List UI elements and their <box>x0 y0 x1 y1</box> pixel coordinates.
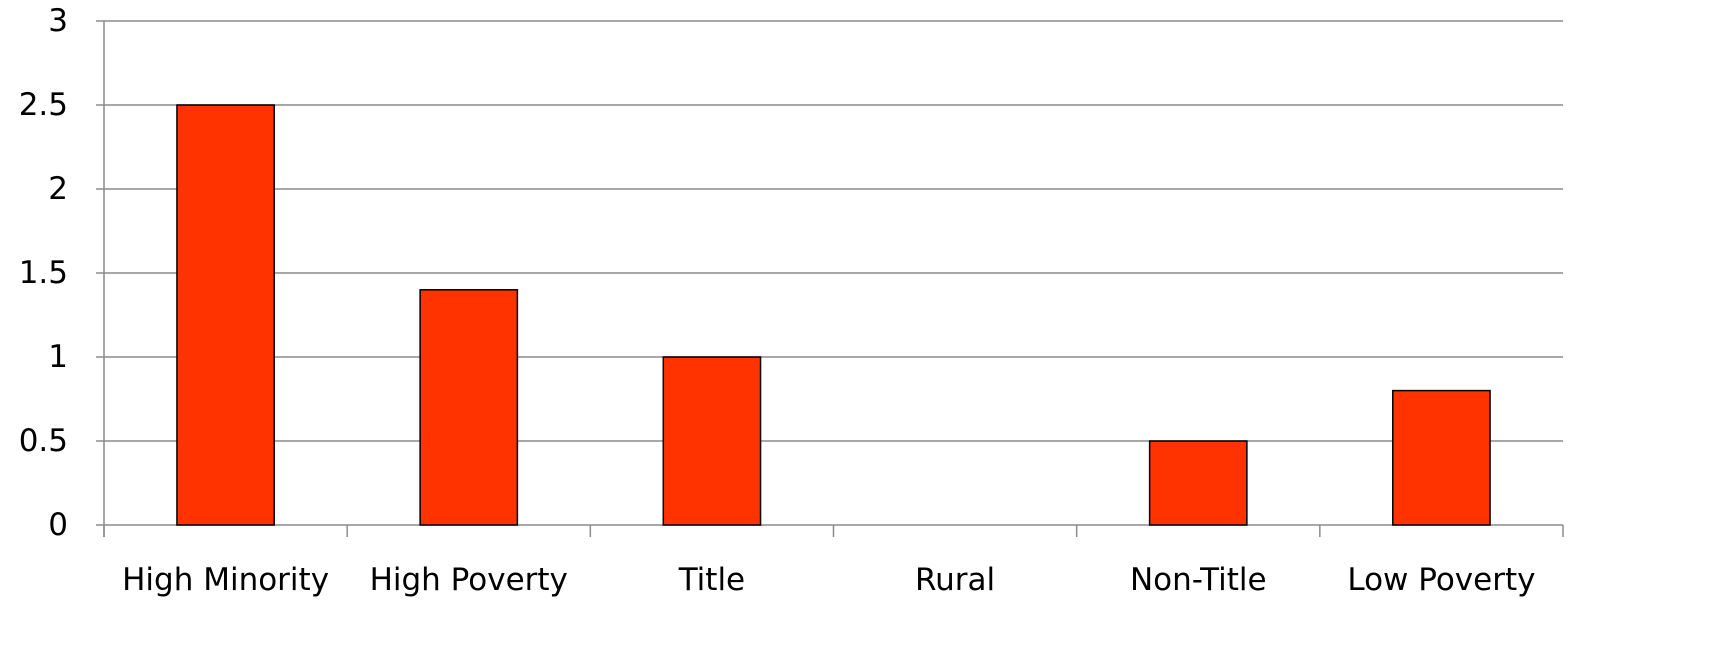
bars <box>176 104 1491 526</box>
y-tick-labels: 0 0.5 1 1.5 2 2.5 3 <box>19 3 68 543</box>
bar <box>419 289 519 526</box>
bar <box>176 104 275 526</box>
y-tick-label: 0.5 <box>19 423 68 459</box>
x-category-label: Rural <box>915 562 995 598</box>
x-category-label: Non-Title <box>1130 562 1267 598</box>
x-category-label: Low Poverty <box>1347 562 1535 598</box>
y-tick-label: 1 <box>48 339 68 375</box>
bar <box>1148 440 1248 526</box>
axes <box>96 20 1564 537</box>
y-tick-label: 0 <box>48 507 68 543</box>
x-category-label: High Poverty <box>370 562 568 598</box>
gridlines <box>104 20 1563 442</box>
y-tick-label: 2 <box>48 171 68 207</box>
y-tick-label: 2.5 <box>19 87 68 123</box>
x-category-labels: High Minority High Poverty Title Rural Non-T… <box>122 562 1535 598</box>
y-tick-label: 1.5 <box>19 255 68 291</box>
x-category-label: Title <box>678 562 745 598</box>
x-category-label: High Minority <box>122 562 329 598</box>
bar <box>1392 389 1491 526</box>
y-tick-label: 3 <box>48 3 68 39</box>
bar <box>662 356 762 526</box>
